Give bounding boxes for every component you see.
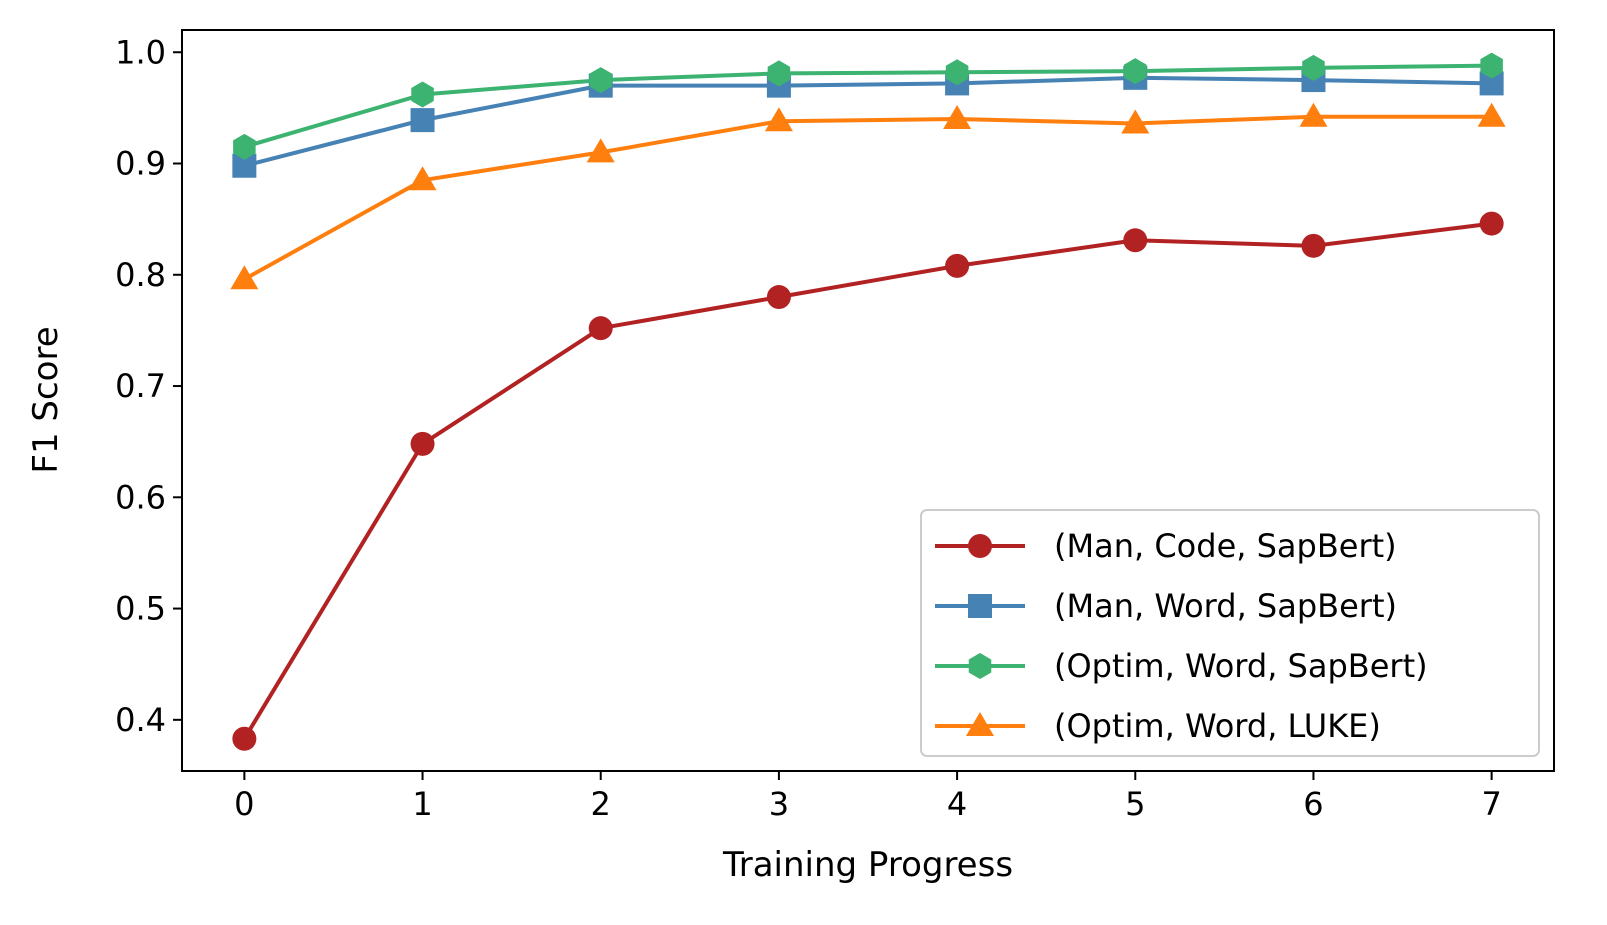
- data-point: [767, 60, 791, 87]
- data-point: [233, 133, 256, 160]
- legend: (Man, Code, SapBert) (Man, Word, SapBert)…: [920, 509, 1540, 757]
- data-point: [411, 81, 434, 108]
- data-point: [1302, 54, 1325, 81]
- data-point: [232, 726, 257, 751]
- data-point: [410, 431, 435, 456]
- x-tick-label: 3: [769, 785, 789, 823]
- data-point: [1123, 228, 1148, 253]
- legend-label: (Optim, Word, SapBert): [1054, 647, 1428, 685]
- x-tick-label: 0: [234, 785, 254, 823]
- y-tick-label: 0.8: [115, 256, 166, 294]
- y-tick-label: 0.7: [115, 367, 166, 405]
- legend-label: (Optim, Word, LUKE): [1054, 707, 1381, 745]
- data-point: [588, 316, 613, 341]
- series-line: [242, 221, 1492, 740]
- x-tick-label: 7: [1481, 785, 1501, 823]
- legend-marker: [968, 653, 992, 679]
- data-point: [943, 105, 972, 130]
- x-tick-label: 5: [1125, 785, 1145, 823]
- x-tick-label: 1: [412, 785, 432, 823]
- data-point: [1124, 58, 1147, 85]
- legend-label: (Man, Word, SapBert): [1054, 587, 1397, 625]
- data-point: [589, 67, 612, 94]
- data-point: [1121, 109, 1150, 134]
- y-axis-title: F1 Score: [26, 326, 66, 473]
- data-point: [410, 108, 435, 133]
- x-tick-label: 6: [1303, 785, 1323, 823]
- data-point: [1480, 52, 1503, 79]
- y-tick-label: 0.9: [115, 145, 166, 183]
- legend-marker: [966, 712, 994, 736]
- x-tick-label: 4: [947, 785, 967, 823]
- legend-frame: [920, 509, 1540, 757]
- x-axis: 0 1 2 3 4 5 6 7: [234, 771, 1502, 823]
- series-4: [230, 102, 1506, 290]
- data-point: [1301, 233, 1326, 258]
- data-point: [230, 265, 259, 290]
- data-point: [586, 138, 615, 163]
- legend-item: (Man, Code, SapBert): [935, 527, 1397, 565]
- series-line: [243, 75, 1492, 168]
- data-point: [766, 285, 791, 310]
- y-tick-label: 1.0: [115, 33, 166, 71]
- x-tick-label: 2: [591, 785, 611, 823]
- y-tick-label: 0.4: [115, 701, 166, 739]
- legend-item: (Optim, Word, SapBert): [935, 647, 1428, 685]
- data-point: [945, 253, 970, 278]
- legend-marker: [968, 594, 992, 618]
- y-tick-label: 0.6: [115, 478, 166, 516]
- series-line: [243, 114, 1492, 281]
- legend-marker: [968, 534, 992, 558]
- data-point: [408, 166, 437, 191]
- legend-label: (Man, Code, SapBert): [1054, 527, 1397, 565]
- data-point: [764, 107, 793, 132]
- axes-frame: [181, 29, 1555, 772]
- legend-item: (Optim, Word, LUKE): [935, 707, 1381, 745]
- data-point: [1477, 102, 1506, 127]
- data-point: [1479, 211, 1504, 236]
- y-axis: 0.4 0.5 0.6 0.7 0.8 0.9 1.0: [115, 33, 182, 739]
- data-point: [945, 59, 969, 86]
- x-axis-title: Training Progress: [722, 845, 1013, 885]
- series-3: [233, 52, 1503, 160]
- legend-item: (Man, Word, SapBert): [935, 587, 1397, 625]
- series-line: [243, 63, 1492, 149]
- series-1: [232, 211, 1504, 751]
- data-point: [1299, 102, 1328, 127]
- plot-area: [230, 52, 1506, 751]
- y-tick-label: 0.5: [115, 590, 166, 628]
